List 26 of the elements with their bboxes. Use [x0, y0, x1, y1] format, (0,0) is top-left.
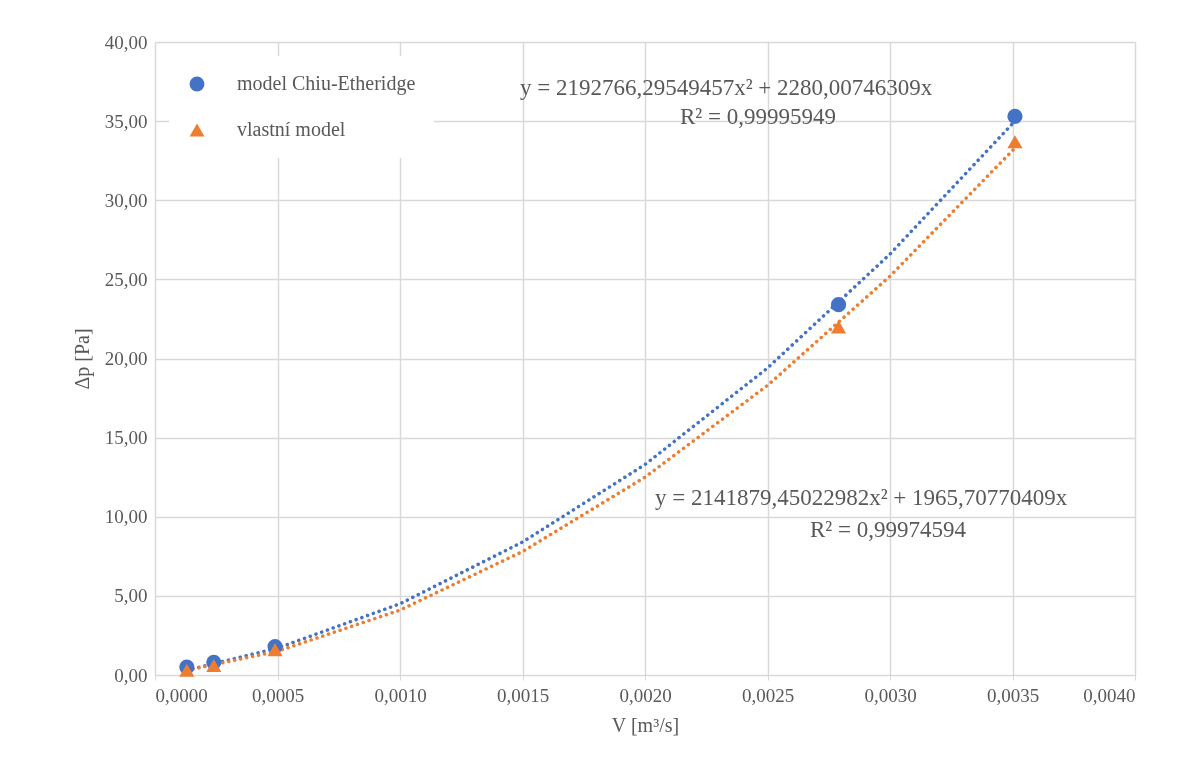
legend-label: model Chiu-Etheridge — [237, 72, 416, 95]
x-tick-label: 0,0025 — [741, 684, 795, 706]
y-tick-label: 35,00 — [104, 110, 148, 132]
x-tick-label: 0,0005 — [251, 684, 305, 706]
x-tick-label: 0,0020 — [619, 684, 672, 706]
x-tick-label: 0,0000 — [155, 684, 208, 706]
y-tick-label: 15,00 — [104, 427, 148, 449]
y-tick-label: 5,00 — [114, 585, 148, 607]
annotation: R² = 0,99995949 — [680, 104, 836, 129]
y-tick-label: 25,00 — [104, 268, 148, 290]
annotation: R² = 0,99974594 — [810, 517, 967, 542]
y-tick-label: 20,00 — [104, 348, 148, 369]
x-tick-label: 0,0015 — [496, 684, 550, 706]
annotation: y = 2141879,45022982x² + 1965,70770409x — [655, 485, 1068, 510]
y-tick-label: 40,00 — [104, 31, 148, 53]
x-tick-label: 0,0010 — [374, 684, 427, 706]
x-tick-label: 0,0035 — [986, 684, 1040, 706]
y-tick-label: 0,00 — [114, 664, 148, 686]
annotation: y = 2192766,29549457x² + 2280,00746309x — [520, 75, 933, 100]
x-tick-label: 0,0030 — [864, 684, 917, 706]
x-axis-title: V [m³/s] — [611, 713, 680, 736]
y-axis-title: Δp [Pa] — [70, 328, 94, 390]
y-tick-label: 10,00 — [104, 506, 148, 528]
x-tick-label: 0,0040 — [1083, 684, 1136, 706]
legend-label: vlastní model — [237, 118, 346, 140]
y-tick-label: 30,00 — [104, 189, 148, 211]
